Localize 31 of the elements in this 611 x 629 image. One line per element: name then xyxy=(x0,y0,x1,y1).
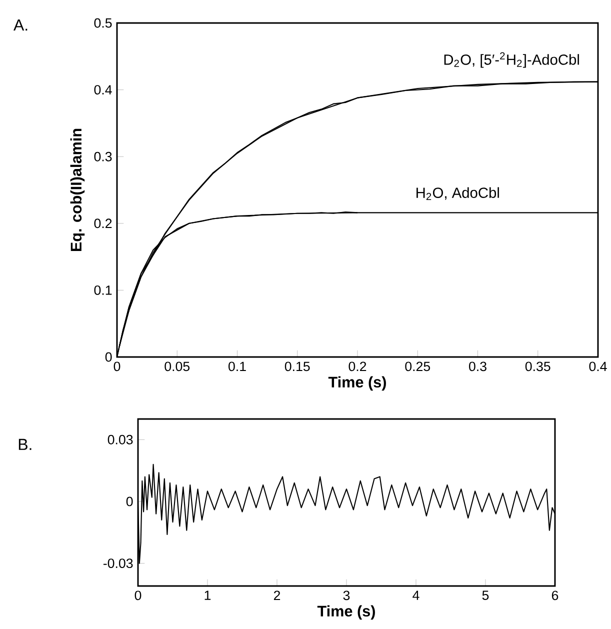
x-tick-label: 6 xyxy=(552,590,558,600)
y-tick-label: 0.03 xyxy=(108,434,133,444)
x-tick-label: 0.4 xyxy=(589,362,607,372)
y-tick-label: -0.03 xyxy=(103,558,133,568)
x-tick-label: 5 xyxy=(482,590,489,600)
x-tick-label: 0.2 xyxy=(348,362,366,372)
x-tick-label: 0.15 xyxy=(284,362,310,372)
x-tick-label: 1 xyxy=(204,590,211,600)
x-tick-label: 2 xyxy=(274,590,280,600)
y-tick-label: 0.5 xyxy=(94,18,112,28)
x-tick-label: 0.3 xyxy=(468,362,486,372)
x-tick-label: 0 xyxy=(134,590,142,600)
y-tick-label: 0.2 xyxy=(94,218,112,228)
x-tick-label: 4 xyxy=(412,590,420,600)
y-tick-label: 0.3 xyxy=(94,152,112,162)
series-label: D$_{2}$O, [5′-$^{2}$H$_{2}$]-AdoCbl xyxy=(444,52,579,68)
x-tick-label: 0.1 xyxy=(228,362,246,372)
y-axis-title: Eq. cob(II)alamin xyxy=(70,128,85,252)
y-tick-label: 0 xyxy=(126,496,133,506)
x-axis-title: Time (s) xyxy=(317,605,375,620)
x-tick-label: 3 xyxy=(343,590,350,600)
y-tick-label: 0.1 xyxy=(94,285,112,295)
x-tick-label: 0.25 xyxy=(405,362,430,372)
x-tick-label: 0.35 xyxy=(525,362,550,372)
x-axis-title: Time (s) xyxy=(328,376,386,391)
x-tick-label: 0.05 xyxy=(164,362,190,372)
y-tick-label: 0 xyxy=(105,352,112,362)
series-label: H$_{2}$O, AdoCbl xyxy=(416,187,499,200)
text: B. xyxy=(18,438,32,450)
chart-title: A. xyxy=(14,20,28,31)
y-tick-label: 0.4 xyxy=(94,85,112,95)
